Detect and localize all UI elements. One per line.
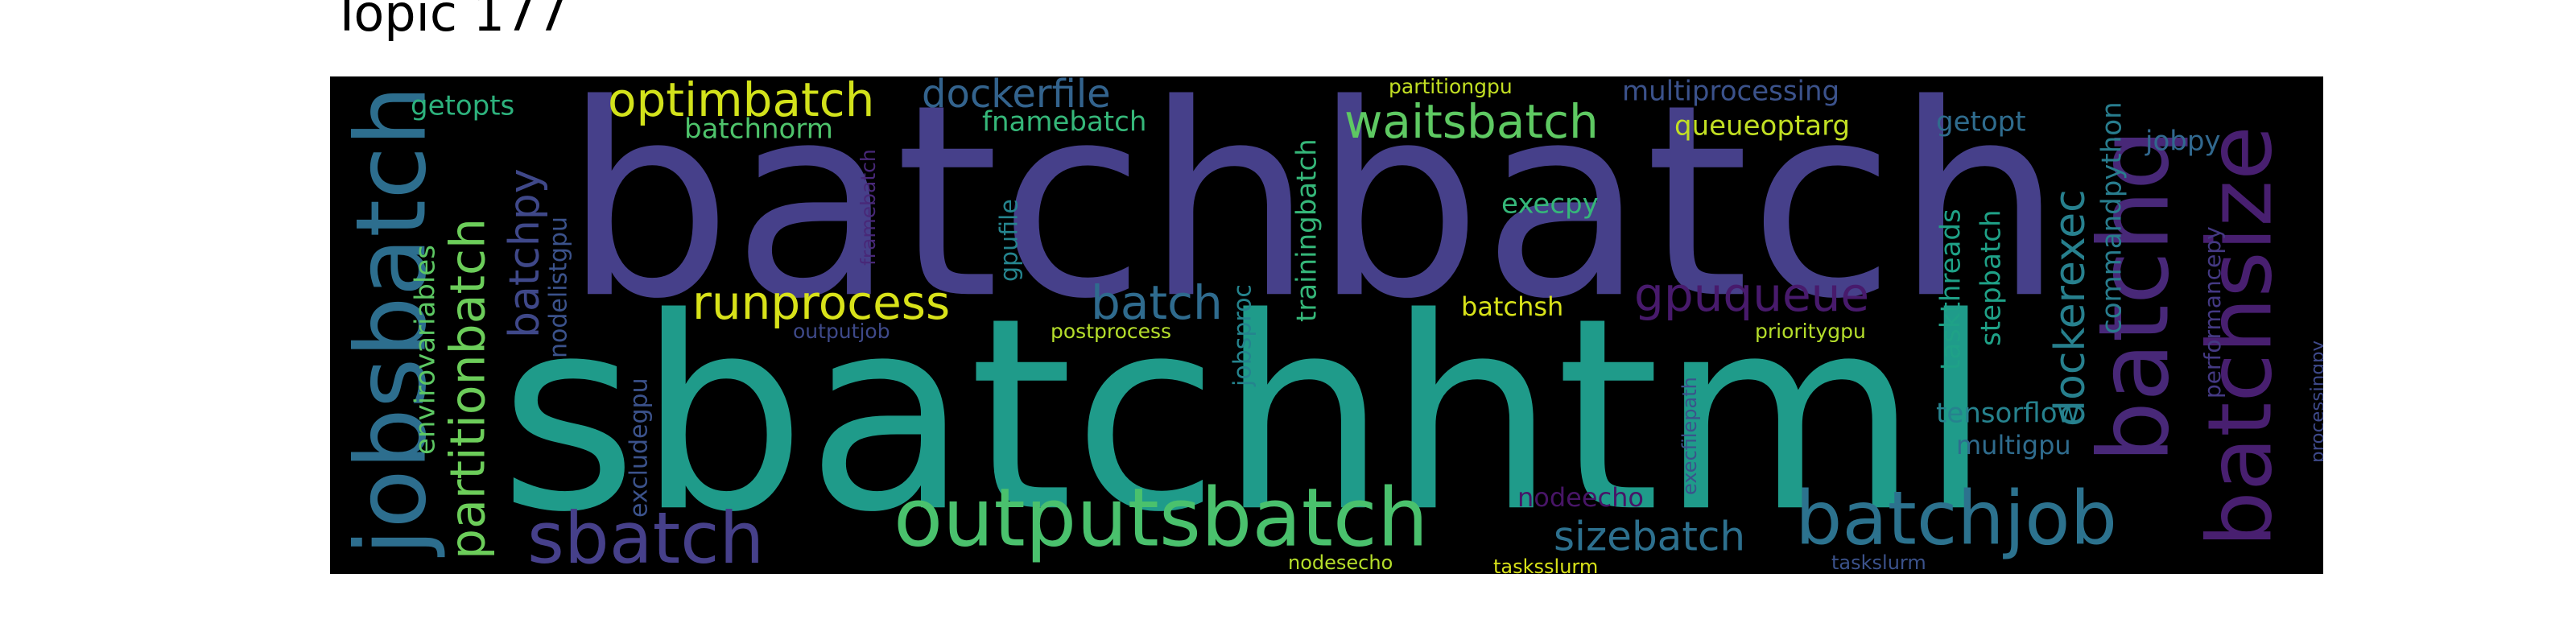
- word-nodelistgpu: nodelistgpu: [545, 217, 573, 358]
- word-envirovariables: envirovariables: [410, 245, 442, 455]
- word-jobsproc: jobsproc: [1229, 284, 1257, 387]
- word-cloud: batchbatch sbatchhtml jobsbatch batchq batch…: [330, 76, 2323, 574]
- word-taskthreads: taskthreads: [1935, 208, 1967, 370]
- word-runprocess: runprocess: [692, 275, 950, 330]
- word-taskslurm: taskslurm: [1831, 551, 1926, 574]
- word-prioritygpu: prioritygpu: [1755, 320, 1866, 343]
- word-jobsbatch: jobsbatch: [336, 85, 448, 558]
- word-sizebatch: sizebatch: [1554, 514, 1745, 560]
- word-nodeecho: nodeecho: [1517, 482, 1644, 513]
- word-outputjob: outputjob: [793, 320, 890, 343]
- word-execfilepath: execfilepath: [1678, 377, 1701, 495]
- word-tensorflow: tensorflow: [1936, 398, 2079, 430]
- word-excludegpu: excludegpu: [625, 378, 654, 518]
- word-cloud-background: [330, 76, 2323, 574]
- word-multiprocessing: multiprocessing: [1622, 76, 1839, 108]
- word-batchpy: batchpy: [501, 168, 549, 338]
- word-multigpu: multigpu: [1956, 430, 2071, 460]
- word-dockerfile: dockerfile: [922, 76, 1111, 117]
- word-batchnorm: batchnorm: [684, 114, 833, 146]
- chart-title: Topic 177: [332, 0, 568, 43]
- word-batchbatch: batchbatch: [564, 76, 2063, 357]
- word-gpuqueue: gpuqueue: [1634, 267, 1869, 322]
- word-postprocess: postprocess: [1051, 320, 1171, 343]
- word-processingpy: processingpy: [2308, 341, 2324, 463]
- word-commandpython: commandpython: [2096, 101, 2128, 334]
- word-batchsize: batchsize: [2188, 126, 2291, 547]
- word-gpufile: gpufile: [996, 199, 1024, 282]
- word-optimbatch: optimbatch: [608, 76, 874, 127]
- word-framebatch: framebatch: [857, 149, 880, 266]
- word-getopts: getopts: [411, 90, 514, 122]
- word-nodesecho: nodesecho: [1288, 551, 1393, 574]
- word-tasksslurm: tasksslurm: [1493, 555, 1598, 574]
- word-sbatch: sbatch: [527, 497, 764, 574]
- word-queueoptarg: queueoptarg: [1674, 110, 1850, 142]
- word-jobpy: jobpy: [2145, 126, 2221, 158]
- word-batch: batch: [1091, 275, 1223, 330]
- word-batchsh: batchsh: [1461, 291, 1563, 322]
- word-batchq: batchq: [2079, 129, 2191, 463]
- word-waitsbatch: waitsbatch: [1344, 94, 1599, 149]
- word-outputsbatch: outputsbatch: [894, 470, 1428, 564]
- word-getopt: getopt: [1936, 106, 2026, 138]
- word-fnamebatch: fnamebatch: [982, 106, 1146, 138]
- word-stepbatch: stepbatch: [1975, 209, 2008, 346]
- word-performancepy: performancepy: [2199, 226, 2226, 398]
- word-execpy: execpy: [1501, 188, 1599, 221]
- word-trainingbatch: trainingbatch: [1291, 138, 1323, 322]
- word-sbatchhtml: sbatchhtml: [499, 261, 1992, 570]
- word-partitionbatch: partitionbatch: [440, 218, 497, 559]
- word-batchjob: batchjob: [1795, 475, 2117, 561]
- word-partitiongpu: partitiongpu: [1389, 76, 1513, 98]
- word-dockerexec: dockerexec: [2046, 189, 2095, 427]
